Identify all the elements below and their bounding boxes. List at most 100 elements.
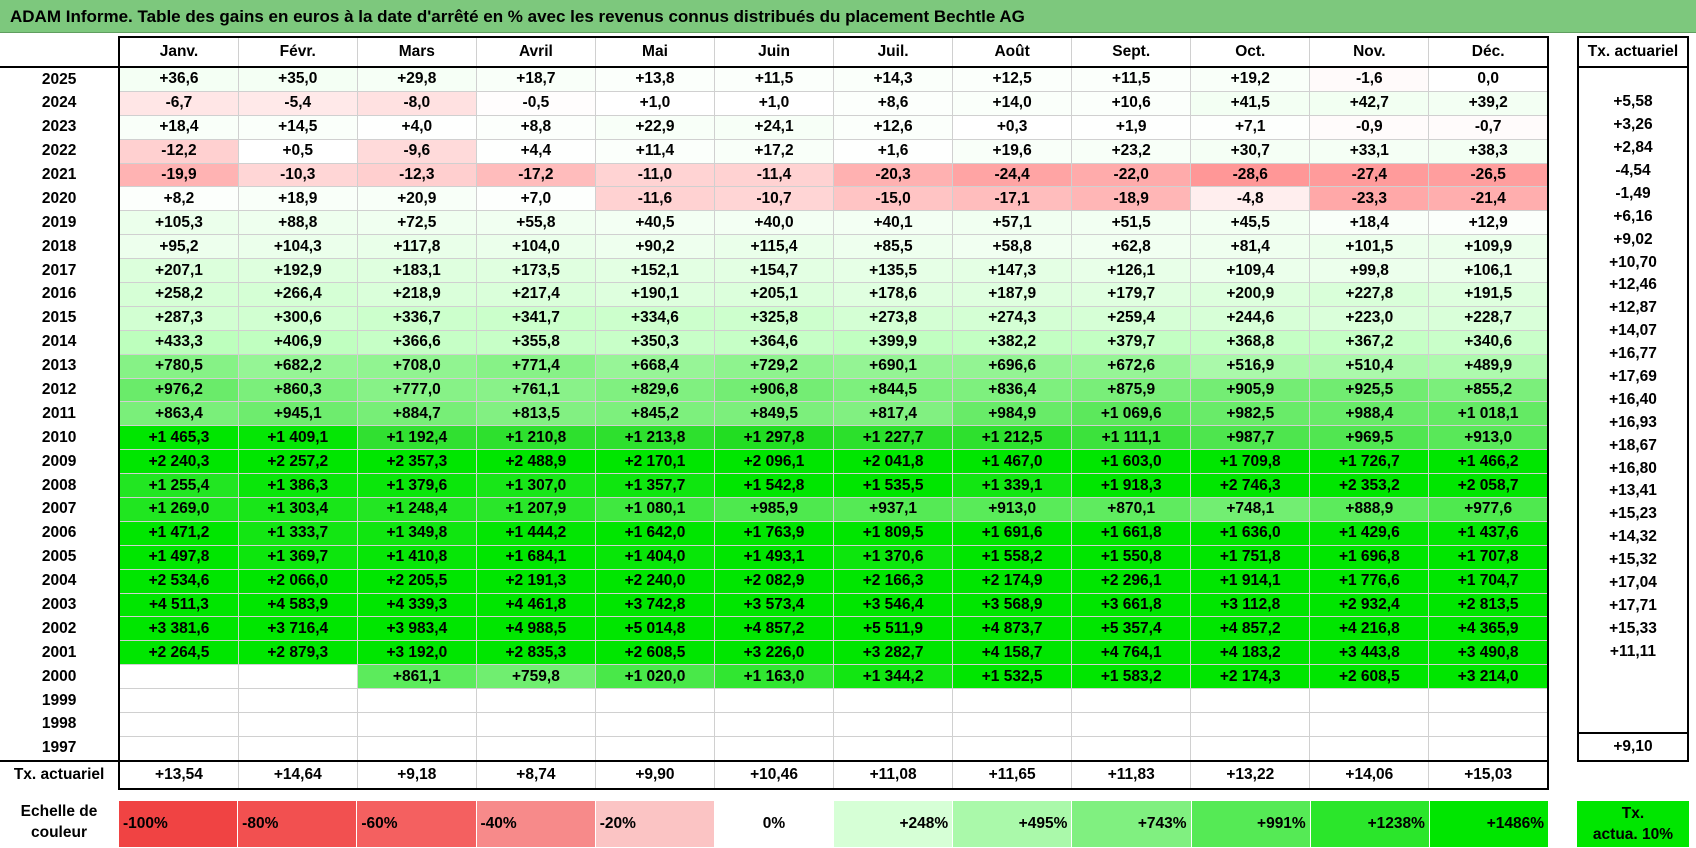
actuarial-header: Tx. actuariel bbox=[1577, 36, 1689, 68]
gain-cell: +18,7 bbox=[475, 66, 596, 92]
gain-cell bbox=[118, 664, 239, 690]
year-label: 2010 bbox=[0, 425, 121, 450]
color-scale-act-line1: Tx. bbox=[1621, 805, 1645, 822]
gain-cell: +147,3 bbox=[952, 258, 1073, 284]
gain-cell: +152,1 bbox=[594, 258, 715, 284]
gain-cell bbox=[1309, 712, 1430, 737]
gain-cell: +2 166,3 bbox=[833, 568, 954, 594]
gain-cell: +104,0 bbox=[475, 234, 596, 260]
gain-cell: +364,6 bbox=[713, 329, 835, 355]
gain-cell: -0,7 bbox=[1428, 114, 1550, 140]
year-label: 2011 bbox=[0, 401, 121, 426]
gain-cell bbox=[1071, 735, 1192, 762]
color-scale-swatch: 0% bbox=[714, 801, 835, 847]
gain-cell: +259,4 bbox=[1071, 305, 1192, 331]
actuarial-rate-cell: +11,11 bbox=[1577, 640, 1689, 664]
actuarial-footer-cell: +10,46 bbox=[713, 759, 835, 790]
gain-cell: -21,4 bbox=[1428, 186, 1550, 212]
gain-cell: +1 914,1 bbox=[1190, 568, 1311, 594]
gain-cell: +1 369,7 bbox=[237, 544, 358, 570]
gain-cell: +976,2 bbox=[118, 377, 239, 403]
gain-cell: -22,0 bbox=[1071, 162, 1192, 188]
color-scale-label-line1: Echelle de bbox=[20, 803, 98, 820]
gain-cell: +266,4 bbox=[237, 282, 358, 307]
gain-cell: +817,4 bbox=[833, 401, 954, 427]
gain-cell: +17,2 bbox=[713, 138, 835, 164]
gain-cell: +1 583,2 bbox=[1071, 664, 1192, 690]
gain-cell: -17,2 bbox=[475, 162, 596, 188]
month-header: Sept. bbox=[1071, 36, 1192, 68]
year-row: 2020 +8,2 +18,9 +20,9 +7,0 -11,6 -10,7 -15,0 -17… bbox=[0, 186, 1550, 212]
gain-cell: +668,4 bbox=[594, 353, 715, 379]
year-row: 2006 +1 471,2 +1 333,7 +1 349,8 +1 444,2 +1 6… bbox=[0, 520, 1550, 546]
gain-cell: +969,5 bbox=[1309, 425, 1430, 451]
gain-cell: +244,6 bbox=[1190, 305, 1311, 331]
gain-cell: +57,1 bbox=[952, 210, 1073, 236]
gain-cell: +5 014,8 bbox=[594, 616, 715, 642]
gain-cell: +38,3 bbox=[1428, 138, 1550, 164]
gain-cell: +1 642,0 bbox=[594, 520, 715, 546]
gain-cell: +7,1 bbox=[1190, 114, 1311, 140]
gain-cell: +40,1 bbox=[833, 210, 954, 236]
gain-cell: +1 213,8 bbox=[594, 425, 715, 451]
gain-cell: +1 212,5 bbox=[952, 425, 1073, 451]
gain-cell bbox=[1071, 712, 1192, 737]
gain-cell: -24,4 bbox=[952, 162, 1073, 188]
year-label: 1997 bbox=[0, 736, 121, 761]
actuarial-footer-cell: +14,64 bbox=[237, 759, 358, 790]
color-scale-swatch: +495% bbox=[953, 801, 1073, 847]
gain-cell bbox=[237, 712, 358, 737]
gain-cell: -27,4 bbox=[1309, 162, 1430, 188]
gain-cell bbox=[833, 712, 954, 737]
gain-cell: +2 240,0 bbox=[594, 568, 715, 594]
gain-cell: +1 918,3 bbox=[1071, 473, 1192, 499]
gain-cell: +104,3 bbox=[237, 234, 358, 260]
actuarial-rate-column: Tx. actuariel +5,58 +3,26 +2,84 -4,54 -1,49 +… bbox=[1577, 36, 1689, 762]
gain-cell: +19,6 bbox=[952, 138, 1073, 164]
gain-cell: +3 226,0 bbox=[713, 640, 835, 666]
gain-cell: +350,3 bbox=[594, 329, 715, 355]
gain-cell: +1 020,0 bbox=[594, 664, 715, 690]
gain-cell: +14,5 bbox=[237, 114, 358, 140]
gain-cell: +218,9 bbox=[356, 282, 477, 307]
gain-cell: +1 776,6 bbox=[1309, 568, 1430, 594]
gain-cell: +18,9 bbox=[237, 186, 358, 212]
gain-cell: +3 661,8 bbox=[1071, 592, 1192, 618]
gain-cell: +1 550,8 bbox=[1071, 544, 1192, 570]
gain-cell: +8,6 bbox=[833, 90, 954, 116]
gain-cell: +95,2 bbox=[118, 234, 239, 260]
color-scale: -100% -80% -60% -40% -20% 0% +248% +495% +743% +9… bbox=[119, 801, 1550, 847]
gain-cell: +1 542,8 bbox=[713, 473, 835, 499]
gain-cell bbox=[1190, 735, 1311, 762]
year-label: 2018 bbox=[0, 234, 121, 259]
gain-cell bbox=[118, 712, 239, 737]
gain-cell: +4 461,8 bbox=[475, 592, 596, 618]
year-label: 2019 bbox=[0, 210, 121, 235]
gain-cell: +1 307,0 bbox=[475, 473, 596, 499]
gain-cell: +780,5 bbox=[118, 353, 239, 379]
gain-cell: +1 111,1 bbox=[1071, 425, 1192, 451]
gain-cell: +855,2 bbox=[1428, 377, 1550, 403]
actuarial-rate-cell: +3,26 bbox=[1577, 113, 1689, 137]
gain-cell: +88,8 bbox=[237, 210, 358, 236]
gain-cell bbox=[713, 735, 835, 762]
gain-cell bbox=[1428, 735, 1550, 762]
gain-cell: +4 183,2 bbox=[1190, 640, 1311, 666]
gain-cell: +1,0 bbox=[713, 90, 835, 116]
gain-cell: +12,5 bbox=[952, 66, 1073, 92]
gain-cell: +2 174,3 bbox=[1190, 664, 1311, 690]
gain-cell: +1 357,7 bbox=[594, 473, 715, 499]
gain-cell: +1 069,6 bbox=[1071, 401, 1192, 427]
gain-cell: +300,6 bbox=[237, 305, 358, 331]
gain-cell: +761,1 bbox=[475, 377, 596, 403]
gain-cell: +36,6 bbox=[118, 66, 239, 92]
gain-cell: +109,9 bbox=[1428, 234, 1550, 260]
gain-cell: +51,5 bbox=[1071, 210, 1192, 236]
year-label: 2017 bbox=[0, 258, 121, 283]
gain-cell bbox=[237, 664, 358, 690]
gain-cell: +2 608,5 bbox=[1309, 664, 1430, 690]
month-header: Mars bbox=[356, 36, 477, 68]
gain-cell: +12,6 bbox=[833, 114, 954, 140]
gain-cell: +4,0 bbox=[356, 114, 477, 140]
gain-cell: -20,3 bbox=[833, 162, 954, 188]
